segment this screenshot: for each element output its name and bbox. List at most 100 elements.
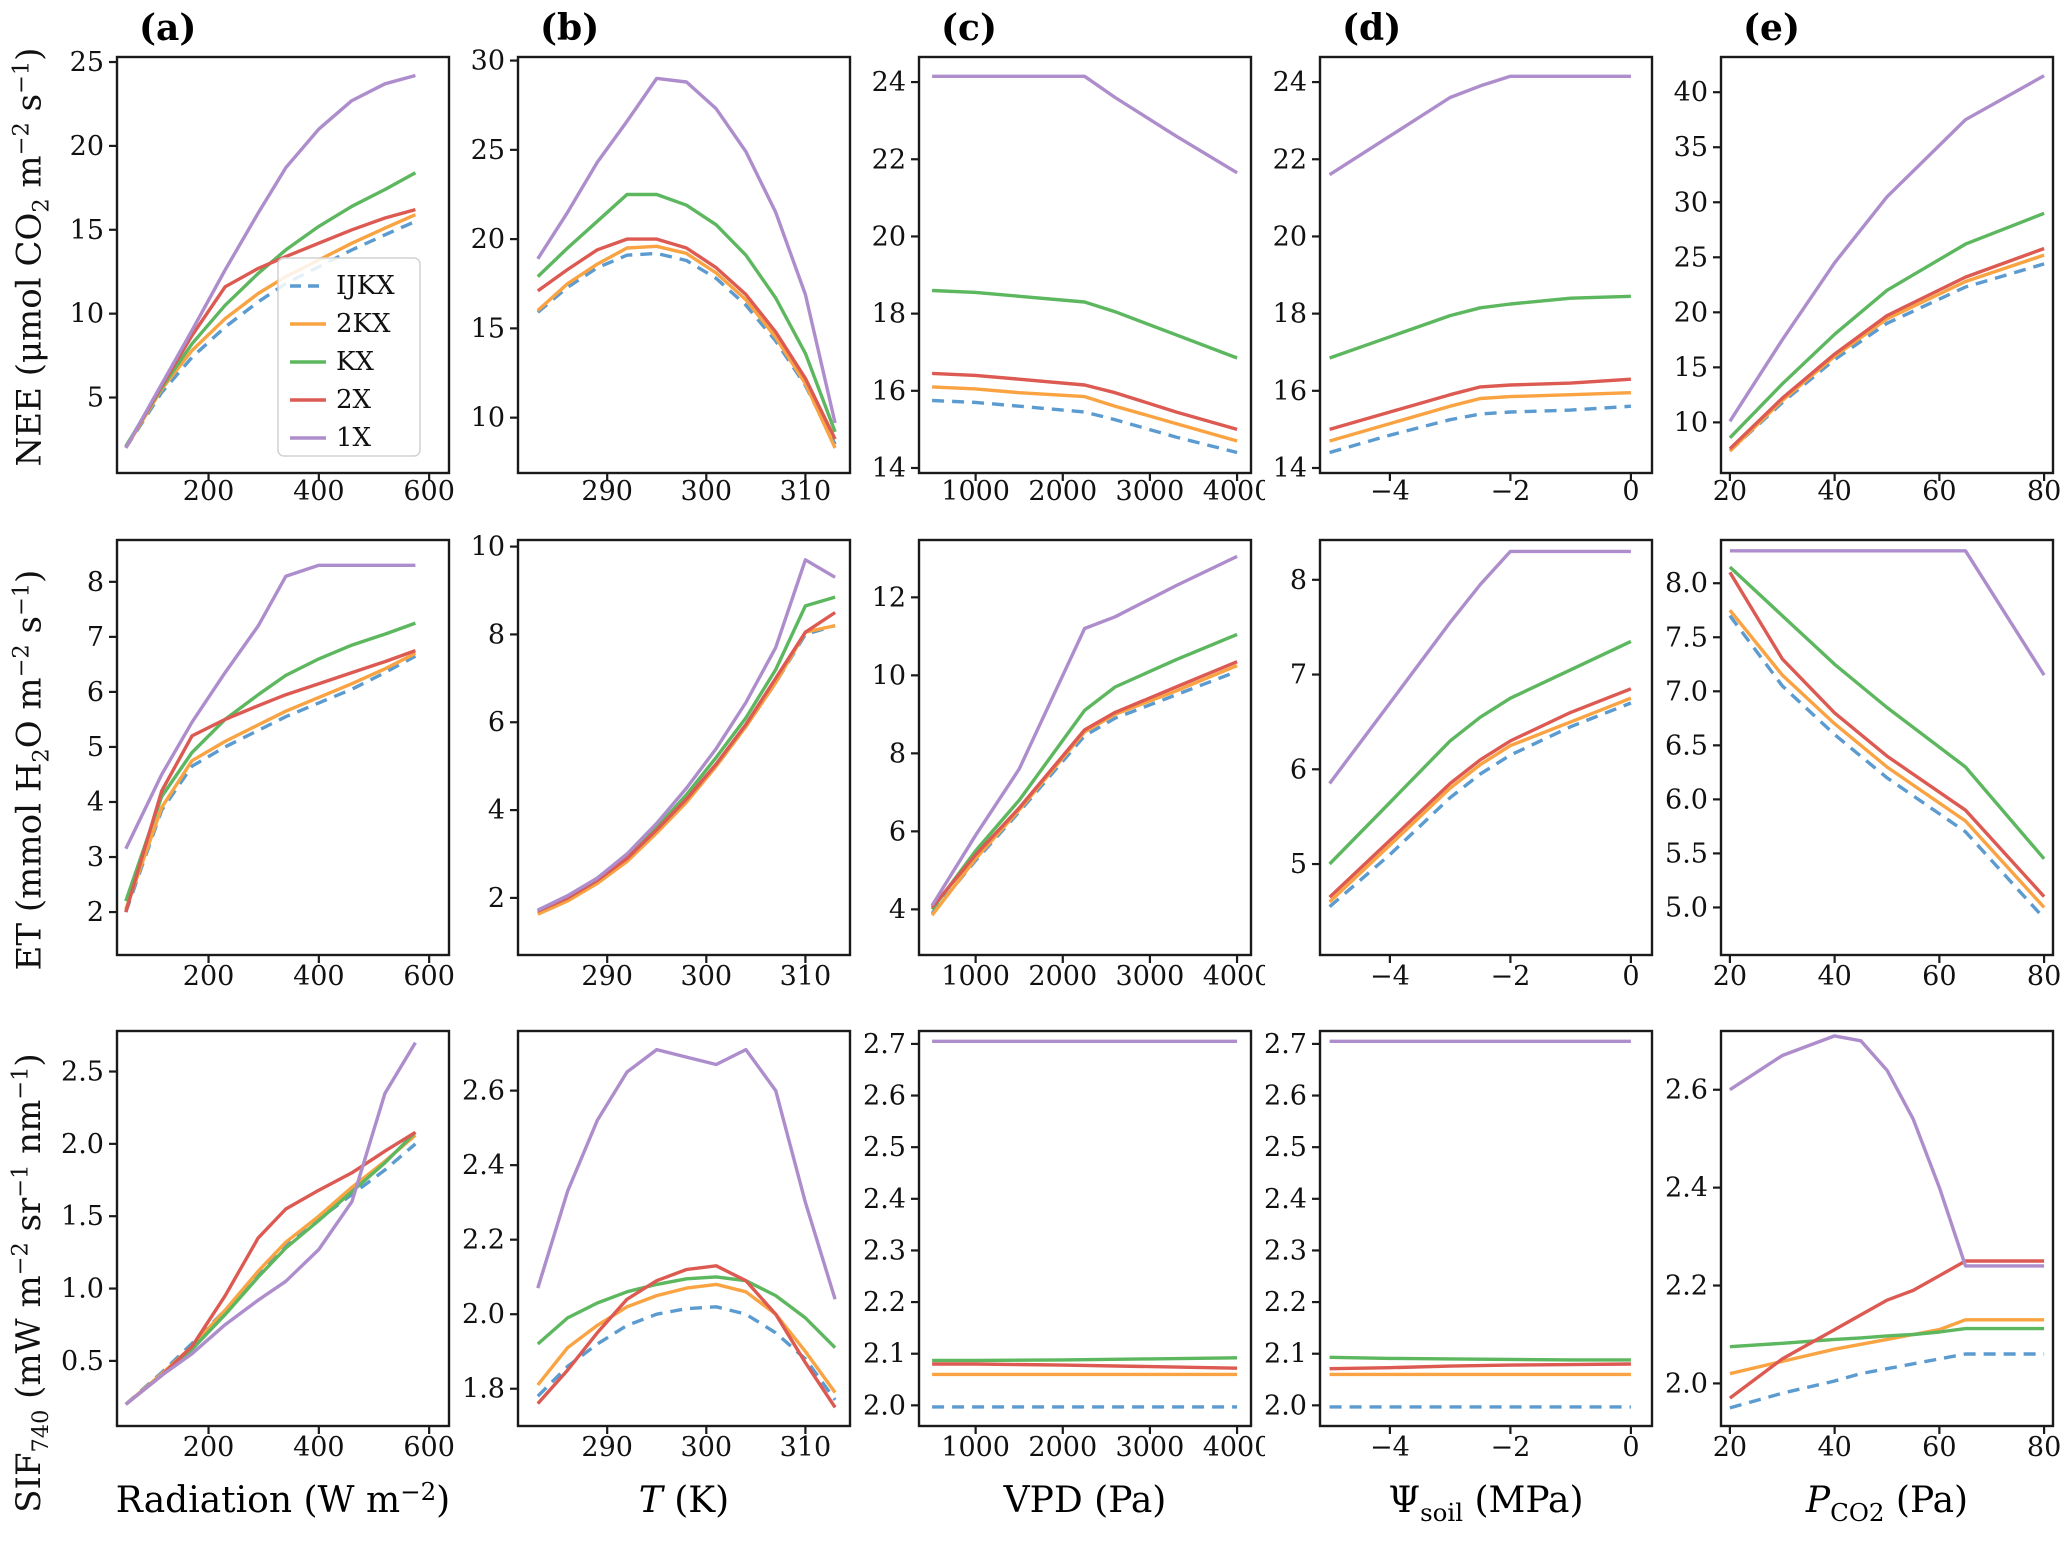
plot-border — [917, 1029, 1253, 1428]
series-1X-line — [124, 563, 416, 850]
series-2KX-line — [1328, 696, 1632, 904]
x-tick-label: 400 — [293, 1432, 345, 1463]
y-tick-label: 18 — [872, 299, 906, 330]
x-tick-label: 300 — [681, 476, 733, 507]
y-tick-label: 2.0 — [1666, 1368, 1708, 1399]
series-1X-line — [1328, 74, 1631, 177]
y-tick-label: 2.7 — [864, 1029, 906, 1060]
y-tick-label: 5 — [87, 732, 104, 763]
y-tick-label: 2.5 — [864, 1132, 906, 1163]
plot-border — [115, 55, 451, 475]
label-segment: ) — [9, 570, 50, 584]
chart-ET-vs-T: 290 300 310 2 4 6 8 10 — [471, 532, 852, 992]
label-segment: nm — [9, 1100, 50, 1166]
series-2X-line — [537, 611, 837, 913]
y-tick-label: 2.3 — [864, 1235, 906, 1266]
x-tick-label: 200 — [183, 961, 235, 992]
y-tick-label: 20 — [70, 131, 104, 162]
x-tick-label: 310 — [780, 1432, 832, 1463]
y-axis-label-et: ET (mmol H2O m−2 s−1) — [8, 570, 54, 971]
x-tick-label: 600 — [403, 961, 455, 992]
y-tick-label: 8 — [889, 738, 906, 769]
label-segment: 2 — [28, 748, 55, 764]
y-tick-label: 14 — [872, 453, 906, 484]
y-tick-label: 20 — [872, 221, 906, 252]
series-2X-line — [124, 1130, 417, 1406]
y-tick-label: 2.2 — [463, 1225, 505, 1256]
chart-SIF-vs-PsiSoil: −4 −2 0 2.0 2.1 2.2 2.3 2.4 2.5 2.6 2.7 Ψsoil (MPa) — [1265, 1029, 1654, 1527]
x-axis-label: T (K) — [639, 1480, 729, 1521]
label-segment: sr — [9, 1198, 50, 1243]
y-tick-label: 20 — [1674, 297, 1708, 328]
y-tick-label: 10 — [471, 403, 505, 434]
y-axis-label-sif740: SIF740 (mW m−2 sr−1 nm−1) — [8, 1054, 54, 1513]
panel-et-psisoil: −4 −2 0 5 6 7 8 — [1265, 515, 1666, 1026]
series-2KX-line — [537, 623, 836, 916]
y-tick-label: 22 — [872, 144, 906, 175]
y-tick-label: 2.2 — [1666, 1271, 1708, 1302]
y-tick-label: 20 — [1273, 221, 1307, 252]
y-tick-label: 15 — [70, 215, 104, 246]
y-tick-label: 2.5 — [1265, 1132, 1307, 1163]
x-tick-label: 310 — [780, 961, 832, 992]
series-2KX-line — [1728, 609, 2046, 909]
y-tick-label: 15 — [1674, 352, 1708, 383]
y-tick-label: 10 — [471, 532, 505, 563]
x-tick-label: 40 — [1817, 961, 1851, 992]
x-tick-label: 290 — [581, 961, 633, 992]
plot-border — [917, 55, 1253, 475]
x-tick-label: 80 — [2027, 1432, 2061, 1463]
x-tick-label: 0 — [1622, 476, 1639, 507]
series-IJKX-line — [1329, 404, 1632, 455]
plot-border — [917, 538, 1253, 957]
label-segment: −1 — [7, 1067, 34, 1101]
panel-sif-temperature: 290 300 310 1.8 2.0 2.2 2.4 2.6 T (K) — [463, 1026, 864, 1541]
panel-sif-psisoil: −4 −2 0 2.0 2.1 2.2 2.3 2.4 2.5 2.6 2.7 Ψsoil (MPa) — [1265, 1026, 1666, 1541]
series-IJKX-line — [930, 669, 1238, 915]
y-tick-label: 6 — [1290, 754, 1307, 785]
panel-et-radiation: 200 400 600 2 3 4 5 6 7 8 — [62, 515, 463, 1026]
y-tick-label: 2.2 — [1265, 1287, 1307, 1318]
x-tick-label: 1000 — [941, 476, 1010, 507]
y-tick-label: 1.5 — [62, 1201, 104, 1232]
y-tick-label: 2.4 — [1265, 1184, 1307, 1215]
x-tick-label: 2000 — [1028, 961, 1097, 992]
series-KX-line — [932, 288, 1238, 360]
y-axis-label-nee: NEE (μmol CO2 m−2 s−1) — [8, 48, 54, 467]
panel-sif-vpd: 1000 2000 3000 4000 2.0 2.1 2.2 2.3 2.4 2.5 2.6 2.7… — [864, 1026, 1265, 1541]
y-tick-label: 25 — [471, 135, 505, 166]
y-tick-label: 24 — [1273, 67, 1307, 98]
series-2X-line — [932, 371, 1238, 432]
y-tick-label: 2.6 — [1265, 1081, 1307, 1112]
y-tick-label: 2.0 — [463, 1299, 505, 1330]
x-tick-label: 290 — [581, 1432, 633, 1463]
y-tick-label: 5 — [87, 383, 104, 414]
legend-label-1X: 1X — [336, 423, 372, 453]
y-tick-label: 2.0 — [1265, 1390, 1307, 1421]
series-KX-line — [1729, 1326, 2045, 1349]
y-axis-label-cell-sif: SIF740 (mW m−2 sr−1 nm−1) — [0, 1026, 62, 1541]
series-1X-line — [932, 74, 1238, 175]
series-2KX-line — [536, 1282, 837, 1394]
panel-et-pco2: 20 40 60 80 5.0 5.5 6.0 6.5 7.0 7.5 8.0 — [1666, 515, 2067, 1026]
y-tick-label: 2.6 — [463, 1076, 505, 1107]
chart-NEE-vs-VPD: 1000 2000 3000 4000 14 16 18 20 22 24 (c) — [872, 7, 1265, 507]
x-tick-label: 60 — [1922, 476, 1956, 507]
y-tick-label: 2.2 — [864, 1287, 906, 1318]
y-tick-label: 10 — [70, 299, 104, 330]
x-tick-label: 300 — [681, 961, 733, 992]
label-segment: SIF — [9, 1452, 50, 1514]
y-tick-label: 2.4 — [864, 1184, 906, 1215]
label-segment: s — [9, 94, 50, 123]
series-1X-line — [124, 1041, 417, 1406]
x-tick-label: 2000 — [1028, 476, 1097, 507]
x-tick-label: 80 — [2027, 476, 2061, 507]
series-IJKX-line — [536, 1305, 837, 1401]
series-IJKX-line — [537, 623, 836, 915]
y-tick-label: 25 — [1674, 242, 1708, 273]
panel-letter: (a) — [139, 7, 196, 49]
y-tick-label: 6 — [87, 677, 104, 708]
y-tick-label: 24 — [872, 67, 906, 98]
y-tick-label: 4 — [889, 894, 906, 925]
y-tick-label: 10 — [872, 660, 906, 691]
